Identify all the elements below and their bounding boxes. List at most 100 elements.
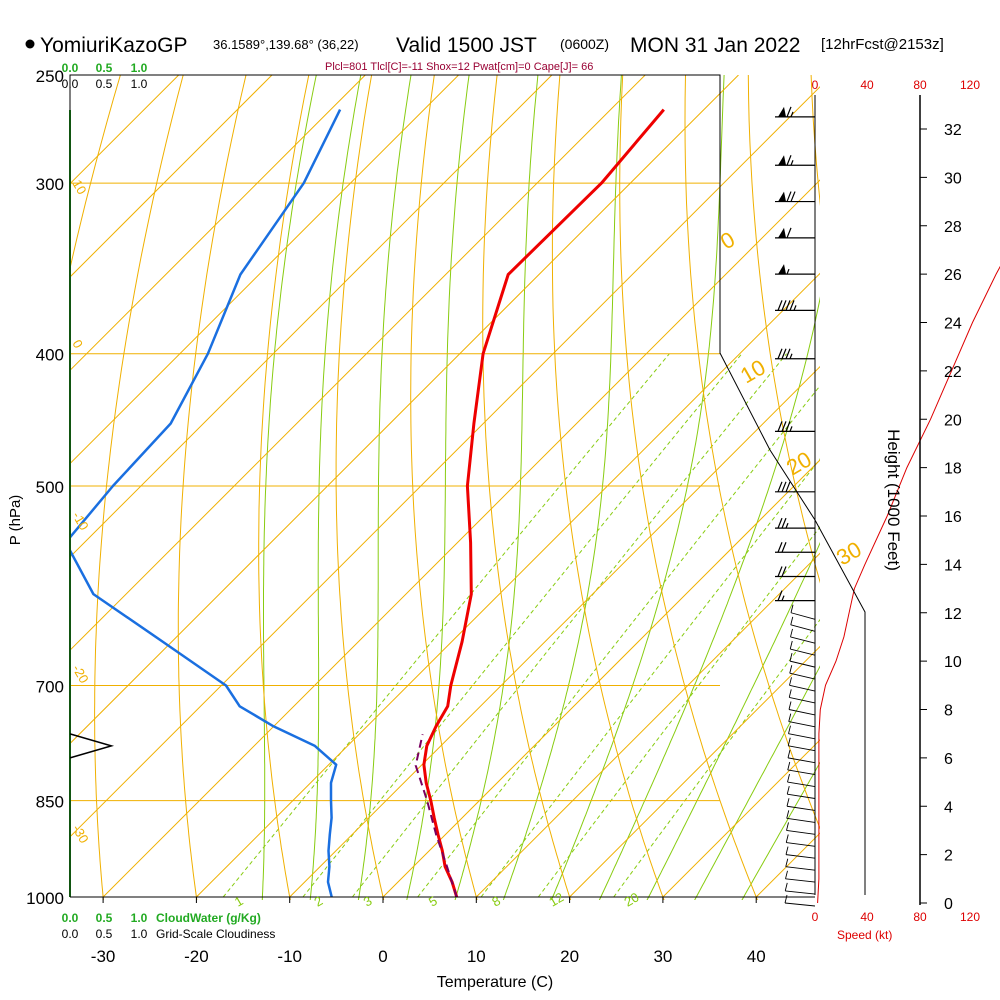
wind-barb-feather bbox=[777, 590, 783, 601]
mixing-ratio-label: 8 bbox=[489, 893, 503, 910]
cloud-top-green-tick: 1.0 bbox=[131, 61, 148, 75]
wind-barb-low-feather bbox=[787, 737, 791, 746]
x-tick-label: 40 bbox=[747, 947, 766, 966]
wind-barb-low-feather bbox=[785, 834, 789, 843]
wind-barb-feather bbox=[790, 191, 796, 202]
dry-adiabat-line bbox=[335, 75, 385, 900]
speed-bottom-tick-label: 40 bbox=[860, 910, 874, 924]
height-tick-label: 0 bbox=[944, 896, 953, 913]
pressure-tick-label: 300 bbox=[36, 175, 64, 194]
wind-barb-half-feather bbox=[790, 160, 794, 166]
height-tick-label: 2 bbox=[944, 848, 953, 865]
wind-barb-low-feather bbox=[787, 773, 790, 783]
wind-barb-low-feather bbox=[789, 677, 792, 686]
wind-barb bbox=[775, 227, 815, 239]
height-tick-label: 16 bbox=[944, 509, 962, 526]
wind-barb-pennant bbox=[778, 155, 786, 166]
moist-adiabat-line bbox=[261, 75, 317, 900]
height-tick-label: 26 bbox=[944, 267, 962, 284]
x-tick-label: -30 bbox=[91, 947, 116, 966]
dry-adiabat-label: 0 bbox=[69, 337, 86, 351]
valid-time: Valid 1500 JST bbox=[396, 34, 537, 57]
dry-adiabat-line bbox=[810, 75, 820, 207]
height-tick-label: 24 bbox=[944, 316, 962, 333]
wind-barb-low-feather bbox=[786, 798, 790, 807]
wind-barb bbox=[775, 590, 815, 602]
cloud-bottom-green-tick: 0.5 bbox=[96, 911, 113, 925]
dewpoint-line bbox=[70, 109, 342, 898]
wind-barb-feather bbox=[786, 227, 792, 239]
wind-barb-feather bbox=[781, 566, 787, 577]
height-axis-title: Height (1000 Feet) bbox=[884, 429, 903, 571]
wind-barb-half-feather bbox=[789, 426, 793, 432]
wind-barb-feather bbox=[777, 481, 783, 493]
wind-barb-low-feather bbox=[790, 604, 794, 613]
moist-adiabat-line bbox=[309, 75, 362, 900]
isotherm-line bbox=[382, 459, 820, 898]
x-tick-label: 0 bbox=[378, 947, 387, 966]
wind-barb-low-level bbox=[789, 684, 816, 692]
wind-barb-feather bbox=[777, 517, 783, 529]
isotherm-line bbox=[569, 645, 820, 898]
height-tick-label: 14 bbox=[944, 557, 962, 574]
sounding-series bbox=[70, 108, 665, 908]
wind-barb-feather bbox=[781, 542, 787, 553]
wind-barb-low-level bbox=[789, 696, 816, 704]
pressure-tick-label: 400 bbox=[36, 346, 64, 365]
wind-barb-low-level bbox=[788, 709, 816, 716]
wind-barb-low-feather bbox=[788, 689, 792, 698]
wind-barb-half-feather bbox=[786, 268, 790, 275]
mixing-ratio-line bbox=[417, 385, 820, 898]
wind-barb-feather bbox=[786, 191, 792, 202]
wind-barb-half-feather bbox=[789, 353, 793, 360]
x-axis-title: Temperature (C) bbox=[437, 974, 553, 991]
wind-barb-half-feather bbox=[793, 305, 797, 311]
cloud-top-green-tick: 0.5 bbox=[96, 61, 113, 75]
wind-barb-low-feather bbox=[789, 640, 793, 650]
speed-top-tick-label: 80 bbox=[913, 78, 927, 92]
wind-barb-low-level bbox=[785, 878, 816, 883]
speed-axis-title: Speed (kt) bbox=[837, 928, 892, 942]
dry-adiabat-line bbox=[482, 75, 572, 900]
cloud-bottom-tick: 0.5 bbox=[96, 927, 113, 941]
wind-barb-feather bbox=[777, 348, 783, 360]
wind-barb-low-level bbox=[787, 793, 816, 799]
wind-barb-low-feather bbox=[785, 846, 789, 855]
moist-adiabat-line bbox=[550, 75, 725, 900]
wind-barb-low-feather bbox=[786, 810, 790, 819]
wind-barb-pennant bbox=[778, 264, 786, 275]
dry-adiabat-line bbox=[619, 75, 758, 900]
cloud-top-tick: 0.5 bbox=[96, 77, 113, 91]
cloud-panel: 0.0 0.5 1.00.0 0.5 1.00.0 0.5 1.00.0 0.5 1.0Clou… bbox=[62, 61, 276, 941]
surface-temperature-marker bbox=[455, 900, 463, 908]
height-tick-label: 30 bbox=[944, 170, 962, 187]
speed-bottom-tick-label: 0 bbox=[812, 910, 819, 924]
plot-area bbox=[70, 75, 820, 908]
x-tick-label: 10 bbox=[467, 947, 486, 966]
wind-barb-feather bbox=[786, 106, 792, 118]
mixing-ratio-lines bbox=[222, 353, 820, 898]
moist-adiabat-line bbox=[454, 75, 539, 900]
station-dot-icon bbox=[25, 39, 35, 49]
speed-bottom-tick-label: 120 bbox=[960, 910, 980, 924]
cloud-top-green-tick: 0.0 bbox=[62, 61, 79, 75]
wind-barb-low-level bbox=[788, 721, 816, 728]
height-tick-label: 20 bbox=[944, 412, 962, 429]
mixing-ratio-line bbox=[352, 353, 787, 898]
cloud-bottom-green-tick: 0.0 bbox=[62, 911, 79, 925]
cloud-water-label: CloudWater (g/Kg) bbox=[156, 911, 261, 925]
x-tick-label: 20 bbox=[560, 947, 579, 966]
wind-barb bbox=[775, 542, 815, 553]
wind-barb bbox=[775, 517, 815, 529]
moist-adiabat-line bbox=[646, 541, 820, 900]
wind-barb-low-level bbox=[789, 660, 816, 668]
wind-barb-feather bbox=[781, 348, 787, 360]
dry-adiabat-line bbox=[551, 75, 665, 900]
wind-barb-feather bbox=[789, 300, 795, 311]
wind-barb bbox=[775, 300, 815, 312]
forecast-info: [12hrFcst@2153z] bbox=[821, 36, 944, 53]
wind-barb-feather bbox=[781, 481, 787, 493]
wind-barb-pennant bbox=[778, 106, 786, 117]
